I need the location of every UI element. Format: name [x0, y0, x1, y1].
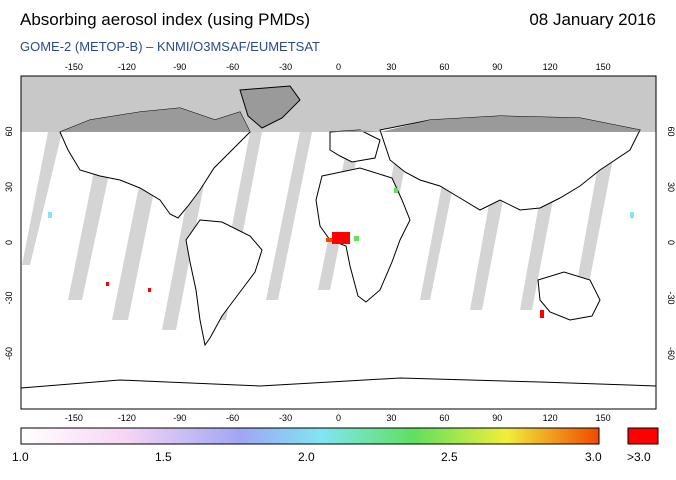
lon-tick-label: -150	[65, 62, 83, 72]
continents	[21, 85, 656, 409]
lon-tick-label: 30	[386, 413, 396, 423]
lon-tick-label: 90	[492, 62, 502, 72]
polar-land-shading	[60, 108, 640, 132]
colorbar-overflow-swatch	[627, 427, 659, 445]
lon-tick-label: 30	[386, 62, 396, 72]
aerosol-detections	[48, 188, 634, 318]
lat-tick-label: 0	[4, 240, 14, 245]
lon-tick-label: 60	[439, 62, 449, 72]
lon-tick-label: 0	[336, 413, 341, 423]
lon-tick-label: -60	[226, 413, 239, 423]
lat-tick-label: -30	[4, 291, 14, 304]
lat-tick-label: 30	[4, 182, 14, 192]
lat-ticks: 60 60 30 30 0 0 -30 -30 -60 -60	[4, 126, 676, 360]
colorbar-label-1: 1.0	[12, 450, 29, 464]
colorbar-overflow-label: >3.0	[627, 450, 651, 464]
map-title: Absorbing aerosol index (using PMDs)	[20, 10, 311, 29]
colorbar-label-5: 3.0	[585, 450, 602, 464]
lon-tick-label: -90	[173, 62, 186, 72]
lon-tick-label: 120	[543, 62, 558, 72]
lon-tick-label: 150	[596, 413, 611, 423]
lon-tick-label: 60	[439, 413, 449, 423]
lon-tick-label: -30	[279, 413, 292, 423]
lat-tick-label: -30	[666, 291, 676, 304]
lat-tick-label: 60	[4, 126, 14, 136]
lon-tick-label: 120	[543, 413, 558, 423]
colorbar-label-4: 2.5	[441, 450, 458, 464]
lon-tick-label: -60	[226, 62, 239, 72]
lat-tick-label: 0	[666, 240, 676, 245]
lat-tick-label: -60	[4, 347, 14, 360]
lon-ticks: -150 -150 -120 -120 -90 -90 -60 -60 -30 -30 0 0 30 30…	[65, 62, 611, 423]
map-subtitle: GOME-2 (METOP-B) – KNMI/O3MSAF/EUMETSAT	[20, 39, 320, 54]
lon-tick-label: -120	[118, 62, 136, 72]
map-date: 08 January 2016	[529, 10, 656, 29]
lat-tick-label: 60	[666, 126, 676, 136]
map-frame	[20, 75, 657, 410]
colorbar-label-2: 1.5	[155, 450, 172, 464]
lon-tick-label: 150	[596, 62, 611, 72]
lon-tick-label: 90	[492, 413, 502, 423]
colorbar-gradient	[20, 427, 600, 445]
lon-tick-label: -90	[173, 413, 186, 423]
lon-tick-label: -30	[279, 62, 292, 72]
lat-tick-label: -60	[666, 347, 676, 360]
lat-tick-label: 30	[666, 182, 676, 192]
lon-tick-label: -120	[118, 413, 136, 423]
lon-tick-label: -150	[65, 413, 83, 423]
lon-tick-label: 0	[336, 62, 341, 72]
colorbar-label-3: 2.0	[298, 450, 315, 464]
